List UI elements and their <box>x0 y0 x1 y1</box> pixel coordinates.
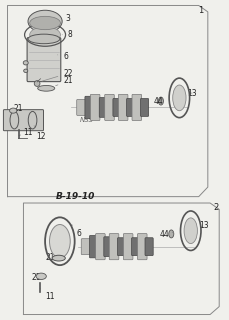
FancyBboxPatch shape <box>27 38 61 82</box>
Ellipse shape <box>34 81 40 86</box>
FancyBboxPatch shape <box>132 94 142 121</box>
FancyBboxPatch shape <box>137 234 147 260</box>
Ellipse shape <box>30 27 60 43</box>
FancyBboxPatch shape <box>109 234 119 260</box>
FancyBboxPatch shape <box>117 238 124 256</box>
FancyBboxPatch shape <box>90 94 100 121</box>
Text: 11: 11 <box>19 128 33 137</box>
FancyBboxPatch shape <box>127 99 133 116</box>
FancyBboxPatch shape <box>105 94 114 121</box>
Text: 8: 8 <box>62 30 73 39</box>
Text: 12: 12 <box>34 126 46 140</box>
Ellipse shape <box>30 16 60 30</box>
Ellipse shape <box>23 61 28 65</box>
FancyBboxPatch shape <box>123 234 133 260</box>
Ellipse shape <box>28 111 37 129</box>
Text: NSS: NSS <box>80 117 94 124</box>
Ellipse shape <box>52 255 65 261</box>
FancyBboxPatch shape <box>85 96 92 119</box>
Ellipse shape <box>49 225 70 258</box>
Ellipse shape <box>28 10 62 33</box>
Text: NSS: NSS <box>130 247 144 253</box>
Text: 2: 2 <box>213 203 218 212</box>
Ellipse shape <box>36 273 46 279</box>
Text: 1: 1 <box>198 6 204 15</box>
Ellipse shape <box>173 85 186 111</box>
FancyBboxPatch shape <box>145 238 153 256</box>
Ellipse shape <box>169 230 174 238</box>
Text: 6: 6 <box>58 52 68 61</box>
Text: 44: 44 <box>160 230 173 239</box>
Ellipse shape <box>158 97 164 105</box>
Text: 44: 44 <box>154 97 164 106</box>
FancyBboxPatch shape <box>132 238 138 256</box>
Ellipse shape <box>24 69 28 73</box>
Ellipse shape <box>10 111 19 129</box>
FancyBboxPatch shape <box>118 94 128 121</box>
Text: 21: 21 <box>13 104 23 113</box>
Text: B-19-10: B-19-10 <box>56 192 95 201</box>
Ellipse shape <box>38 85 55 91</box>
Text: 13: 13 <box>199 221 209 230</box>
Text: 21: 21 <box>31 273 41 282</box>
FancyBboxPatch shape <box>96 234 105 260</box>
FancyBboxPatch shape <box>81 239 91 255</box>
Text: 11: 11 <box>40 288 55 301</box>
Text: NSS: NSS <box>119 108 133 114</box>
Text: 13: 13 <box>187 89 197 98</box>
FancyBboxPatch shape <box>140 99 149 116</box>
FancyBboxPatch shape <box>99 98 106 117</box>
FancyBboxPatch shape <box>90 236 96 258</box>
Ellipse shape <box>28 34 60 44</box>
Text: 22: 22 <box>42 69 73 81</box>
Text: 3: 3 <box>59 14 71 23</box>
Text: 21: 21 <box>45 253 60 262</box>
FancyBboxPatch shape <box>113 99 120 116</box>
Ellipse shape <box>184 218 197 244</box>
Ellipse shape <box>10 108 17 113</box>
Text: 21: 21 <box>56 76 73 86</box>
FancyBboxPatch shape <box>104 237 111 257</box>
FancyBboxPatch shape <box>77 100 86 116</box>
Text: 6: 6 <box>72 225 82 238</box>
FancyBboxPatch shape <box>3 110 44 131</box>
